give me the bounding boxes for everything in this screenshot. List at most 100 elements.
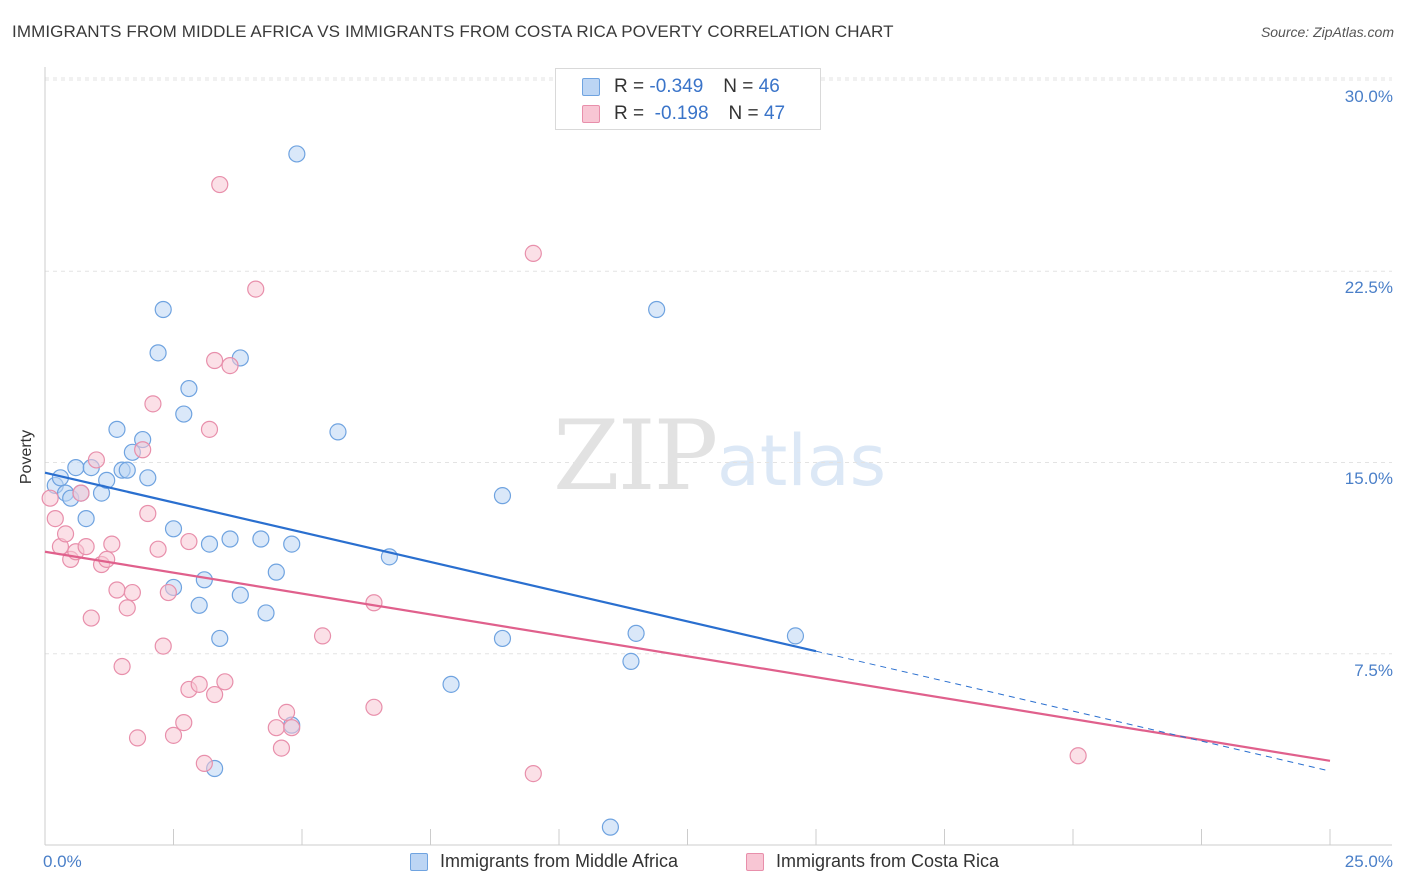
point-costa-rica bbox=[206, 685, 224, 704]
point-middle-africa bbox=[288, 145, 306, 163]
point-middle-africa bbox=[190, 596, 208, 614]
y-tick-label: 7.5% bbox=[1354, 661, 1393, 680]
point-middle-africa bbox=[283, 535, 301, 553]
point-middle-africa bbox=[118, 461, 136, 479]
point-costa-rica bbox=[206, 351, 224, 370]
y-tick-label: 15.0% bbox=[1344, 469, 1393, 488]
point-middle-africa bbox=[180, 379, 198, 398]
point-costa-rica bbox=[159, 583, 177, 602]
point-costa-rica bbox=[144, 395, 162, 413]
point-middle-africa bbox=[149, 344, 167, 362]
source-credit: Source: ZipAtlas.com bbox=[1260, 24, 1394, 40]
n-value: 47 bbox=[763, 103, 786, 124]
point-costa-rica bbox=[164, 726, 183, 744]
r-value: -0.349 bbox=[649, 76, 704, 97]
point-costa-rica bbox=[247, 280, 265, 298]
point-middle-africa bbox=[200, 535, 219, 553]
x-tick-label: 0.0% bbox=[43, 852, 82, 871]
point-costa-rica bbox=[139, 504, 157, 523]
point-costa-rica bbox=[365, 698, 383, 716]
legend-item-middle-africa[interactable]: Immigrants from Middle Africa bbox=[410, 851, 678, 872]
point-costa-rica bbox=[277, 703, 296, 722]
point-middle-africa bbox=[329, 423, 347, 441]
point-costa-rica bbox=[216, 673, 234, 691]
point-costa-rica bbox=[128, 729, 147, 747]
chart-title: IMMIGRANTS FROM MIDDLE AFRICA VS IMMIGRA… bbox=[12, 22, 894, 41]
point-middle-africa bbox=[601, 818, 620, 836]
point-costa-rica bbox=[180, 532, 198, 551]
legend-item-costa-rica[interactable]: Immigrants from Costa Rica bbox=[746, 851, 999, 872]
point-costa-rica bbox=[524, 764, 542, 783]
watermark-atlas: atlas bbox=[717, 420, 887, 502]
point-costa-rica bbox=[113, 657, 131, 676]
point-costa-rica bbox=[211, 175, 229, 194]
point-middle-africa bbox=[257, 604, 275, 622]
point-costa-rica bbox=[195, 754, 213, 773]
point-middle-africa bbox=[77, 509, 95, 528]
point-costa-rica bbox=[283, 719, 301, 737]
series-swatch bbox=[582, 105, 600, 123]
point-costa-rica bbox=[365, 594, 383, 612]
point-middle-africa bbox=[195, 571, 213, 589]
point-costa-rica bbox=[267, 719, 285, 737]
point-costa-rica bbox=[98, 550, 116, 569]
point-middle-africa bbox=[493, 629, 512, 648]
point-middle-africa bbox=[221, 530, 239, 548]
point-middle-africa bbox=[154, 300, 172, 319]
point-middle-africa bbox=[786, 627, 805, 645]
y-tick-label: 22.5% bbox=[1344, 278, 1393, 297]
point-middle-africa bbox=[67, 459, 85, 477]
legend-swatch bbox=[746, 852, 764, 871]
point-middle-africa bbox=[108, 420, 126, 438]
point-costa-rica bbox=[313, 627, 332, 645]
legend-swatch bbox=[410, 852, 428, 871]
point-costa-rica bbox=[134, 441, 152, 459]
watermark-zip: ZIP bbox=[553, 400, 718, 512]
point-middle-africa bbox=[648, 300, 666, 319]
point-costa-rica bbox=[149, 540, 167, 558]
point-costa-rica bbox=[41, 489, 59, 507]
point-middle-africa bbox=[622, 652, 640, 671]
point-middle-africa bbox=[627, 624, 645, 642]
point-middle-africa bbox=[493, 487, 512, 505]
point-middle-africa bbox=[164, 520, 183, 538]
series-swatch bbox=[582, 78, 600, 96]
n-value: 46 bbox=[758, 76, 780, 97]
point-costa-rica bbox=[46, 509, 64, 528]
point-costa-rica bbox=[56, 525, 75, 543]
point-costa-rica bbox=[108, 581, 126, 599]
point-costa-rica bbox=[87, 451, 106, 469]
point-middle-africa bbox=[211, 629, 229, 648]
point-costa-rica bbox=[118, 599, 136, 617]
x-tick-label: 25.0% bbox=[1344, 852, 1393, 871]
point-middle-africa bbox=[252, 530, 270, 548]
point-costa-rica bbox=[190, 675, 208, 693]
y-axis-label: Poverty bbox=[18, 429, 35, 485]
point-costa-rica bbox=[175, 713, 193, 732]
point-costa-rica bbox=[524, 244, 542, 262]
n-label: N = bbox=[723, 76, 754, 97]
point-middle-africa bbox=[442, 675, 460, 693]
trend-line-middle-africa bbox=[44, 471, 817, 653]
point-costa-rica bbox=[272, 739, 291, 757]
point-costa-rica bbox=[103, 535, 121, 553]
point-costa-rica bbox=[1069, 747, 1087, 765]
stats-row-middle-africa: R = -0.349 N = 46 bbox=[582, 75, 780, 99]
point-costa-rica bbox=[154, 637, 172, 655]
point-middle-africa bbox=[175, 405, 193, 423]
point-costa-rica bbox=[77, 538, 95, 556]
point-middle-africa bbox=[139, 469, 157, 487]
point-middle-africa bbox=[231, 586, 249, 604]
point-costa-rica bbox=[200, 420, 219, 438]
trend-line-costa-rica bbox=[44, 550, 1331, 762]
legend-label: Immigrants from Costa Rica bbox=[776, 851, 1000, 871]
point-middle-africa bbox=[267, 563, 285, 581]
point-middle-africa bbox=[98, 471, 116, 489]
y-tick-label: 30.0% bbox=[1344, 87, 1393, 106]
point-costa-rica bbox=[221, 357, 239, 375]
correlation-stats-box: R = -0.349 N = 46 R = -0.198 N = 47 bbox=[555, 68, 821, 130]
legend-label: Immigrants from Middle Africa bbox=[440, 851, 679, 871]
n-label: N = bbox=[728, 103, 759, 124]
r-label: R = bbox=[614, 103, 645, 124]
